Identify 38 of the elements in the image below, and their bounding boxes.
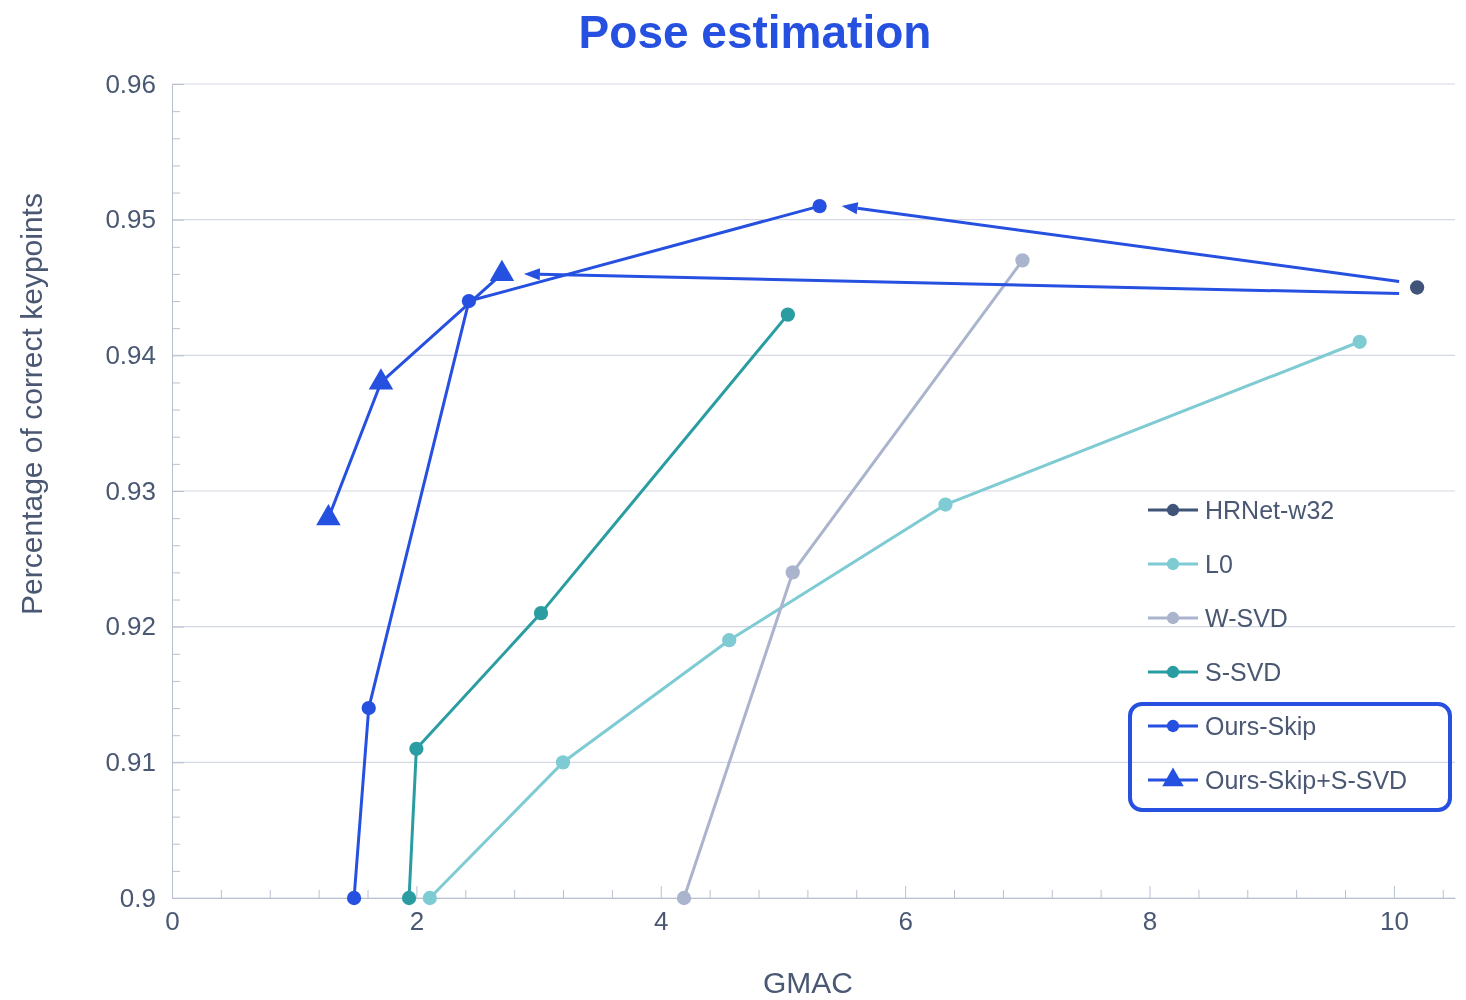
point: [555, 755, 571, 770]
x-tick-label: 0: [165, 906, 180, 937]
point: [1352, 334, 1367, 349]
y-tick-label: 0.95: [105, 204, 156, 235]
y-tick-label: 0.96: [105, 68, 156, 99]
point: [780, 307, 795, 322]
legend-label: S-SVD: [1205, 658, 1282, 686]
point: [676, 890, 692, 906]
point: [346, 890, 362, 906]
point: [361, 700, 376, 716]
point: [722, 633, 737, 648]
chart-title: Pose estimation: [578, 6, 932, 58]
legend-label: HRNet-w32: [1205, 496, 1335, 524]
x-tick-label: 10: [1379, 906, 1409, 937]
y-tick-label: 0.93: [105, 475, 156, 506]
point: [422, 890, 437, 906]
legend-label: Ours-Skip+S-SVD: [1205, 766, 1408, 794]
y-tick-label: 0.92: [105, 611, 156, 642]
point: [409, 741, 424, 756]
y-axis-title: Percentage of correct keypoints: [15, 193, 48, 615]
x-tick-label: 4: [654, 906, 669, 937]
point: [785, 565, 800, 580]
legend-label: L0: [1205, 550, 1233, 578]
x-tick-label: 6: [898, 906, 913, 937]
point: [1015, 253, 1030, 268]
point: [401, 890, 417, 906]
point: [1409, 280, 1425, 295]
y-tick-label: 0.91: [105, 747, 156, 778]
point: [938, 497, 953, 512]
point: [533, 605, 549, 621]
legend-label: W-SVD: [1205, 604, 1288, 632]
y-tick-label: 0.94: [105, 340, 156, 371]
x-axis-title: GMAC: [763, 966, 853, 999]
x-tick-label: 2: [409, 906, 425, 937]
x-tick-label: 8: [1142, 906, 1158, 937]
y-tick-label: 0.9: [119, 882, 156, 913]
point: [812, 198, 827, 214]
legend-label: Ours-Skip: [1205, 712, 1317, 740]
